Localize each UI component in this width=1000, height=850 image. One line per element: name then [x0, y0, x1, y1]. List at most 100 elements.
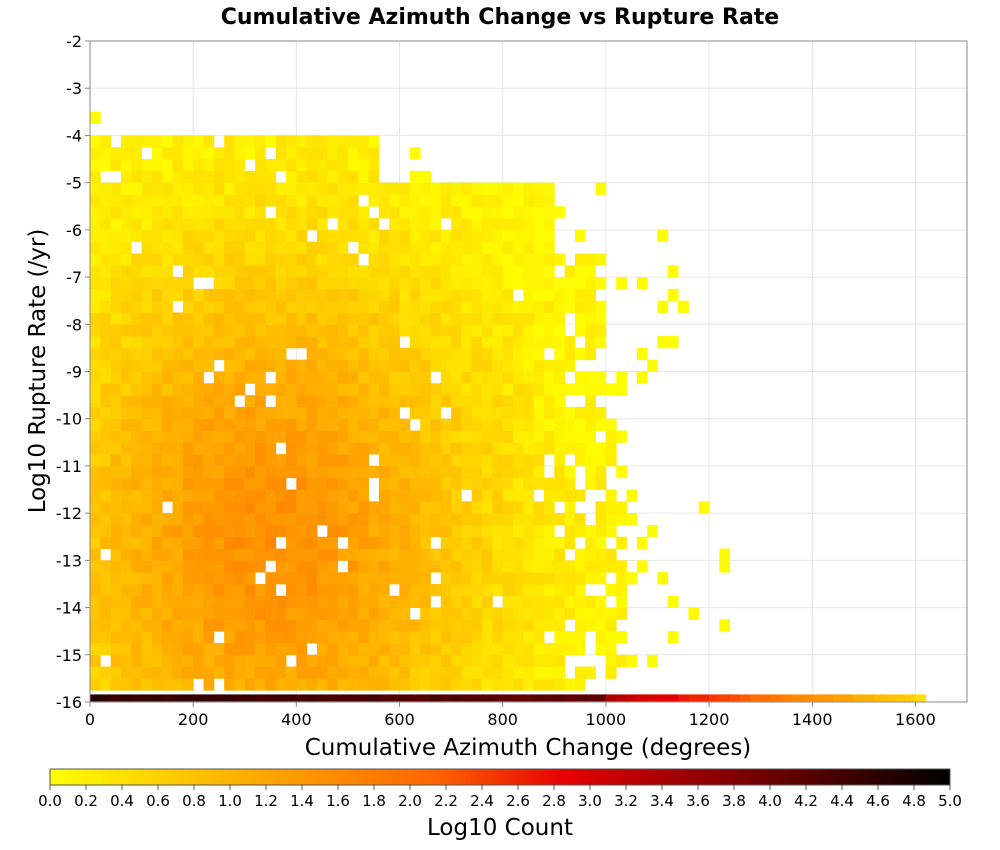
- heatmap-cell: [554, 595, 566, 608]
- heatmap-cell: [327, 265, 339, 278]
- heatmap-cell: [327, 454, 339, 467]
- heatmap-cell: [358, 135, 369, 148]
- heatmap-cell: [120, 536, 132, 549]
- heatmap-cell: [358, 524, 369, 538]
- heatmap-cell: [224, 206, 235, 219]
- heatmap-cell: [275, 666, 287, 679]
- heatmap-cell: [182, 666, 194, 679]
- heatmap-cell: [172, 595, 184, 608]
- heatmap-cell: [378, 489, 390, 502]
- heatmap-cell: [141, 206, 153, 219]
- heatmap-cell: [430, 501, 442, 514]
- heatmap-cell: [182, 501, 194, 514]
- heatmap-cell: [533, 454, 545, 467]
- heatmap-cell: [337, 383, 349, 396]
- heatmap-cell: [461, 631, 473, 644]
- heatmap-cell: [120, 241, 132, 254]
- heatmap-cell: [543, 418, 555, 431]
- heatmap-cell: [100, 477, 112, 490]
- heatmap-cell: [120, 619, 132, 632]
- heatmap-cell: [358, 583, 369, 597]
- heatmap-cell: [244, 194, 256, 207]
- heatmap-cell: [182, 312, 194, 325]
- heatmap-cell: [626, 489, 638, 502]
- heatmap-cell: [492, 253, 504, 266]
- heatmap-cell: [100, 430, 112, 443]
- heatmap-cell: [286, 288, 297, 302]
- heatmap-cell: [203, 312, 215, 325]
- heatmap-cell: [482, 288, 493, 302]
- heatmap-cell: [482, 631, 493, 644]
- heatmap-cell: [275, 347, 287, 361]
- heatmap-cell: [533, 383, 545, 396]
- heatmap-cell: [100, 406, 112, 420]
- heatmap-cell: [316, 170, 328, 184]
- heatmap-cell: [131, 548, 142, 561]
- heatmap-cell: [213, 170, 225, 184]
- heatmap-cell: [110, 182, 122, 195]
- heatmap-floor-cell: [255, 694, 266, 702]
- heatmap-cell: [368, 631, 380, 644]
- heatmap-cell: [543, 489, 555, 502]
- heatmap-cell: [306, 560, 318, 573]
- heatmap-cell: [275, 383, 287, 396]
- heatmap-cell: [337, 607, 349, 620]
- heatmap-cell: [296, 454, 308, 467]
- heatmap-cell: [347, 406, 359, 420]
- heatmap-cell: [368, 619, 380, 632]
- y-tick-label: -4: [66, 126, 82, 145]
- heatmap-cell: [244, 619, 256, 632]
- heatmap-cell: [399, 347, 411, 361]
- heatmap-cell: [182, 560, 194, 573]
- heatmap-cell: [409, 619, 421, 632]
- heatmap-cell: [244, 560, 256, 573]
- heatmap-cell: [399, 383, 411, 396]
- heatmap-cell: [409, 277, 421, 290]
- heatmap-cell: [605, 418, 617, 431]
- heatmap-cell: [605, 489, 617, 502]
- heatmap-cell: [698, 501, 710, 514]
- heatmap-cell: [585, 666, 596, 679]
- heatmap-cell: [482, 666, 493, 679]
- heatmap-cell: [203, 642, 215, 656]
- heatmap-cell: [492, 182, 504, 195]
- heatmap-cell: [316, 548, 328, 561]
- heatmap-cell: [162, 642, 173, 656]
- heatmap-cell: [203, 430, 215, 443]
- heatmap-cell: [141, 359, 153, 372]
- heatmap-cell: [193, 159, 204, 172]
- heatmap-cell: [296, 442, 308, 455]
- heatmap-cell: [389, 595, 400, 608]
- heatmap-cell: [151, 595, 163, 608]
- heatmap-cell: [141, 548, 153, 561]
- heatmap-cell: [554, 383, 566, 396]
- heatmap-cell: [244, 277, 256, 290]
- heatmap-floor-cell: [420, 694, 431, 702]
- heatmap-cell: [461, 536, 473, 549]
- heatmap-cell: [471, 371, 483, 384]
- heatmap-cell: [409, 513, 421, 526]
- heatmap-cell: [513, 619, 524, 632]
- heatmap-cell: [162, 513, 173, 526]
- heatmap-cell: [131, 336, 142, 349]
- heatmap-cell: [100, 371, 112, 384]
- heatmap-cell: [688, 607, 700, 620]
- heatmap-cell: [451, 229, 462, 243]
- heatmap-cell: [151, 572, 163, 585]
- heatmap-cell: [244, 288, 256, 302]
- heatmap-cell: [513, 442, 524, 455]
- heatmap-cell: [193, 654, 204, 667]
- heatmap-cell: [100, 206, 112, 219]
- heatmap-cell: [234, 288, 246, 302]
- heatmap-cell: [131, 229, 142, 243]
- heatmap-cell: [595, 619, 607, 632]
- heatmap-cell: [100, 229, 112, 243]
- heatmap-cell: [151, 383, 163, 396]
- heatmap-cell: [327, 619, 339, 632]
- heatmap-cell: [358, 206, 369, 219]
- heatmap-cell: [389, 324, 400, 337]
- heatmap-cell: [409, 253, 421, 266]
- heatmap-cell: [378, 241, 390, 254]
- heatmap-cell: [110, 489, 122, 502]
- heatmap-cell: [574, 406, 586, 420]
